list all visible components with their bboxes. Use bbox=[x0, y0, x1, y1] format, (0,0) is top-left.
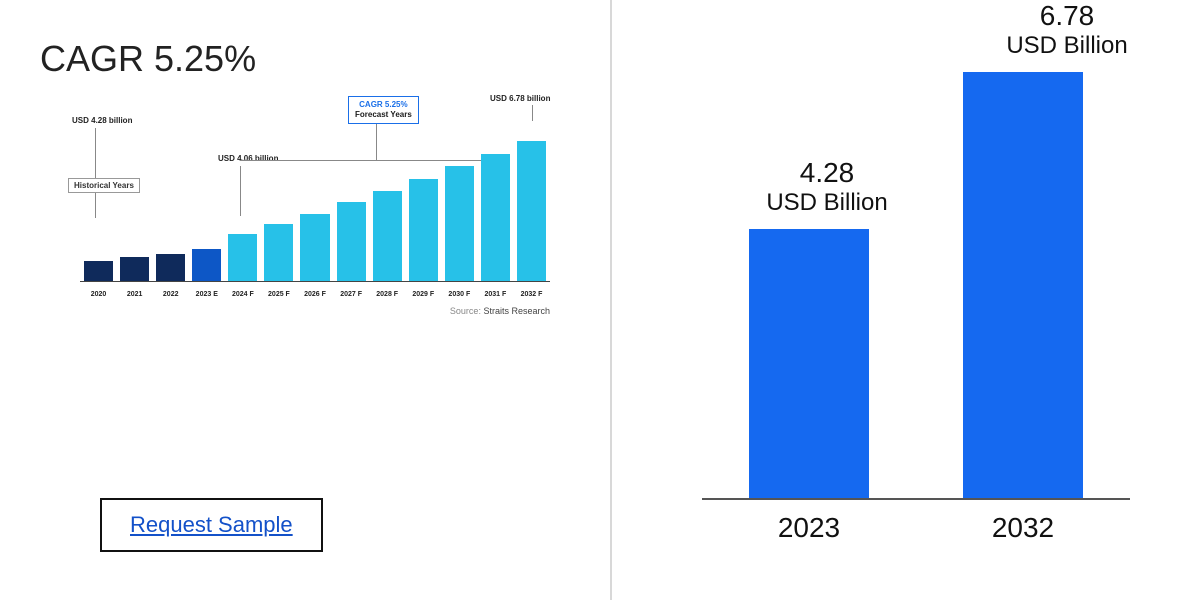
small-chart-xaxis-label: 2020 bbox=[84, 291, 113, 298]
big-chart-value-number: 4.28 bbox=[737, 157, 917, 189]
small-chart-xaxis: 2020 2021 2022 2023 E 2024 F 2025 F 2026 F 2027… bbox=[80, 291, 550, 298]
cagr-box-line2: Forecast Years bbox=[355, 110, 412, 120]
cagr-forecast-box: CAGR 5.25% Forecast Years bbox=[348, 96, 419, 124]
small-chart-bar bbox=[120, 257, 149, 281]
small-chart-bar bbox=[481, 154, 510, 282]
big-chart-xaxis-label: 2023 bbox=[739, 512, 879, 544]
right-panel: 4.28USD Billion6.78USD Billion 20232032 bbox=[610, 0, 1200, 600]
small-chart-bar bbox=[373, 191, 402, 281]
small-chart-bar bbox=[228, 234, 257, 282]
infographic-container: CAGR 5.25% USD 4.28 billion Historical Y… bbox=[0, 0, 1200, 600]
big-chart-value-label: 6.78USD Billion bbox=[977, 0, 1157, 60]
big-chart-bar bbox=[963, 72, 1083, 498]
big-chart-bar bbox=[749, 229, 869, 498]
big-chart-bar-group bbox=[953, 72, 1093, 498]
small-chart-bar bbox=[156, 254, 185, 282]
big-chart-value-unit: USD Billion bbox=[737, 189, 917, 217]
small-chart-xaxis-label: 2025 F bbox=[264, 291, 293, 298]
big-comparison-chart: 4.28USD Billion6.78USD Billion 2023 2032 bbox=[642, 20, 1170, 560]
small-chart-xaxis-label: 2031 F bbox=[481, 291, 510, 298]
small-chart-bar bbox=[192, 249, 221, 282]
small-chart-bar bbox=[445, 166, 474, 281]
leader-line bbox=[532, 105, 533, 121]
small-chart-bar bbox=[337, 202, 366, 281]
small-chart-bar bbox=[84, 261, 113, 281]
small-forecast-chart: USD 4.28 billion Historical Years USD 4.… bbox=[80, 110, 550, 310]
small-chart-xaxis-label: 2022 bbox=[156, 291, 185, 298]
big-chart-value-label: 4.28USD Billion bbox=[737, 157, 917, 217]
source-attribution: Source: Straits Research bbox=[450, 306, 550, 316]
small-chart-xaxis-label: 2024 F bbox=[228, 291, 257, 298]
source-prefix: Source: bbox=[450, 306, 481, 316]
cagr-box-line1: CAGR 5.25% bbox=[355, 100, 412, 110]
big-chart-bars bbox=[702, 60, 1130, 498]
small-chart-xaxis-label: 2028 F bbox=[373, 291, 402, 298]
small-chart-bar bbox=[300, 214, 329, 282]
callout-2032-value: USD 6.78 billion bbox=[490, 94, 550, 103]
cagr-title: CAGR 5.25% bbox=[40, 38, 570, 80]
big-chart-plot-area: 4.28USD Billion6.78USD Billion bbox=[702, 60, 1130, 500]
big-chart-xaxis: 2023 2032 bbox=[702, 512, 1130, 544]
small-chart-xaxis-label: 2030 F bbox=[445, 291, 474, 298]
small-chart-plot-area bbox=[80, 132, 550, 282]
small-chart-xaxis-label: 2026 F bbox=[300, 291, 329, 298]
small-chart-bar bbox=[517, 141, 546, 281]
big-chart-value-unit: USD Billion bbox=[977, 32, 1157, 60]
big-chart-value-number: 6.78 bbox=[977, 0, 1157, 32]
small-chart-xaxis-label: 2032 F bbox=[517, 291, 546, 298]
small-chart-xaxis-label: 2027 F bbox=[337, 291, 366, 298]
small-chart-xaxis-label: 2023 E bbox=[192, 291, 221, 298]
big-chart-bar-group bbox=[739, 229, 879, 498]
request-sample-button[interactable]: Request Sample bbox=[100, 498, 323, 552]
big-chart-xaxis-label: 2032 bbox=[953, 512, 1093, 544]
small-chart-bar bbox=[264, 224, 293, 282]
small-chart-bar bbox=[409, 179, 438, 282]
source-name: Straits Research bbox=[483, 306, 550, 316]
small-chart-xaxis-label: 2021 bbox=[120, 291, 149, 298]
left-panel: CAGR 5.25% USD 4.28 billion Historical Y… bbox=[0, 0, 610, 600]
small-chart-xaxis-label: 2029 F bbox=[409, 291, 438, 298]
callout-2020-value: USD 4.28 billion bbox=[72, 116, 132, 125]
